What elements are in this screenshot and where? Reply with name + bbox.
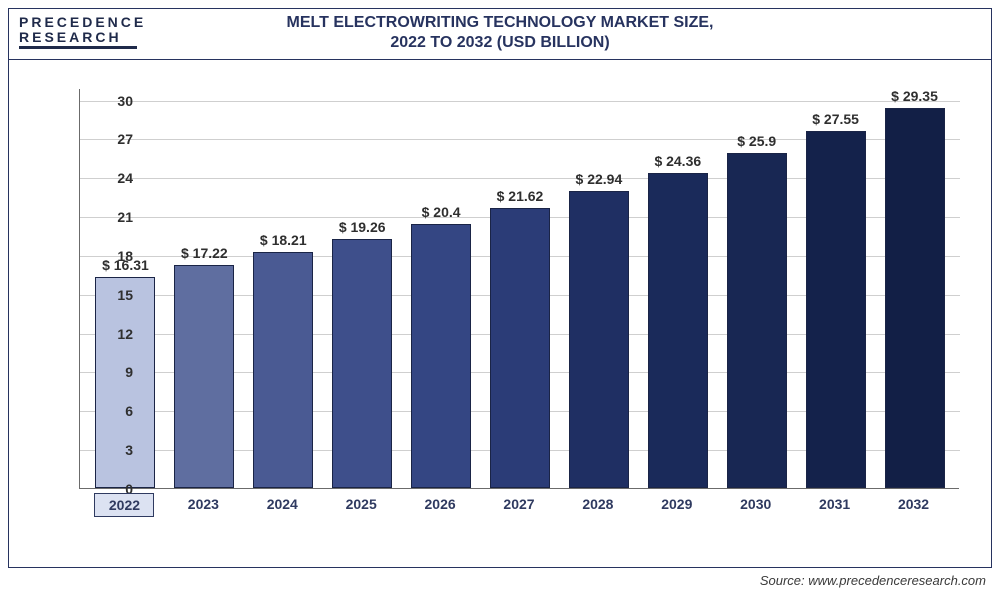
bar-value-label: $ 24.36: [654, 153, 701, 169]
x-tick-label: 2028: [568, 493, 628, 517]
y-tick-label: 6: [99, 403, 133, 419]
x-label-slot: 2030: [716, 493, 795, 517]
bar-slot: $ 21.62: [481, 188, 560, 488]
x-label-slot: 2028: [558, 493, 637, 517]
x-labels: 2022 2023 2024 2025 2026 2027 2028 2029 2030 2031…: [79, 493, 959, 517]
bar-slot: $ 18.21: [244, 232, 323, 488]
y-tick-label: 12: [99, 326, 133, 342]
bar-value-label: $ 25.9: [737, 133, 776, 149]
bar: [174, 265, 234, 488]
bar: [411, 224, 471, 488]
bar-slot: $ 20.4: [402, 204, 481, 488]
bar-slot: $ 19.26: [323, 219, 402, 488]
chart-frame: PRECEDENCE RESEARCH MELT ELECTROWRITING …: [8, 8, 992, 568]
bar-slot: $ 22.94: [559, 171, 638, 488]
y-tick-label: 24: [99, 170, 133, 186]
x-tick-label: 2023: [173, 493, 233, 517]
bar: [253, 252, 313, 488]
x-tick-label: 2022: [94, 493, 154, 517]
bar: [332, 239, 392, 488]
bar: [727, 153, 787, 488]
bar-slot: $ 25.9: [717, 133, 796, 488]
x-label-slot: 2024: [243, 493, 322, 517]
x-tick-label: 2027: [489, 493, 549, 517]
bars-row: $ 16.31$ 17.22$ 18.21$ 19.26$ 20.4$ 21.6…: [80, 88, 960, 488]
x-label-slot: 2027: [480, 493, 559, 517]
x-tick-label: 2029: [647, 493, 707, 517]
y-tick-label: 18: [99, 248, 133, 264]
x-label-slot: 2031: [795, 493, 874, 517]
bar-value-label: $ 29.35: [891, 88, 938, 104]
x-label-slot: 2023: [164, 493, 243, 517]
x-label-slot: 2025: [322, 493, 401, 517]
bar-value-label: $ 20.4: [422, 204, 461, 220]
x-tick-label: 2024: [252, 493, 312, 517]
bar-value-label: $ 22.94: [576, 171, 623, 187]
bar-value-label: $ 17.22: [181, 245, 228, 261]
x-label-slot: 2022: [85, 493, 164, 517]
bar-slot: $ 24.36: [638, 153, 717, 488]
title-line-1: MELT ELECTROWRITING TECHNOLOGY MARKET SI…: [9, 13, 991, 33]
x-label-slot: 2026: [401, 493, 480, 517]
bar-value-label: $ 18.21: [260, 232, 307, 248]
bar-value-label: $ 27.55: [812, 111, 859, 127]
x-tick-label: 2031: [805, 493, 865, 517]
chart-title: MELT ELECTROWRITING TECHNOLOGY MARKET SI…: [9, 13, 991, 53]
bar-slot: $ 27.55: [796, 111, 875, 488]
y-tick-label: 3: [99, 442, 133, 458]
y-tick-label: 15: [99, 287, 133, 303]
bar-value-label: $ 21.62: [497, 188, 544, 204]
x-label-slot: 2029: [637, 493, 716, 517]
bar: [569, 191, 629, 488]
bar: [648, 173, 708, 488]
bar: [806, 131, 866, 488]
x-tick-label: 2025: [331, 493, 391, 517]
y-tick-label: 30: [99, 93, 133, 109]
y-tick-label: 9: [99, 364, 133, 380]
x-tick-label: 2026: [410, 493, 470, 517]
bar-slot: $ 29.35: [875, 88, 954, 488]
x-tick-label: 2030: [726, 493, 786, 517]
x-tick-label: 2032: [884, 493, 944, 517]
plot-axes: $ 16.31$ 17.22$ 18.21$ 19.26$ 20.4$ 21.6…: [79, 89, 959, 489]
bar-slot: $ 17.22: [165, 245, 244, 488]
header-divider: [9, 59, 991, 60]
source-attribution: Source: www.precedenceresearch.com: [760, 573, 986, 588]
bar: [885, 108, 945, 488]
x-label-slot: 2032: [874, 493, 953, 517]
bar-value-label: $ 19.26: [339, 219, 386, 235]
y-tick-label: 27: [99, 131, 133, 147]
bar: [490, 208, 550, 488]
y-tick-label: 21: [99, 209, 133, 225]
plot-region: $ 16.31$ 17.22$ 18.21$ 19.26$ 20.4$ 21.6…: [39, 77, 979, 557]
title-line-2: 2022 TO 2032 (USD BILLION): [9, 33, 991, 53]
